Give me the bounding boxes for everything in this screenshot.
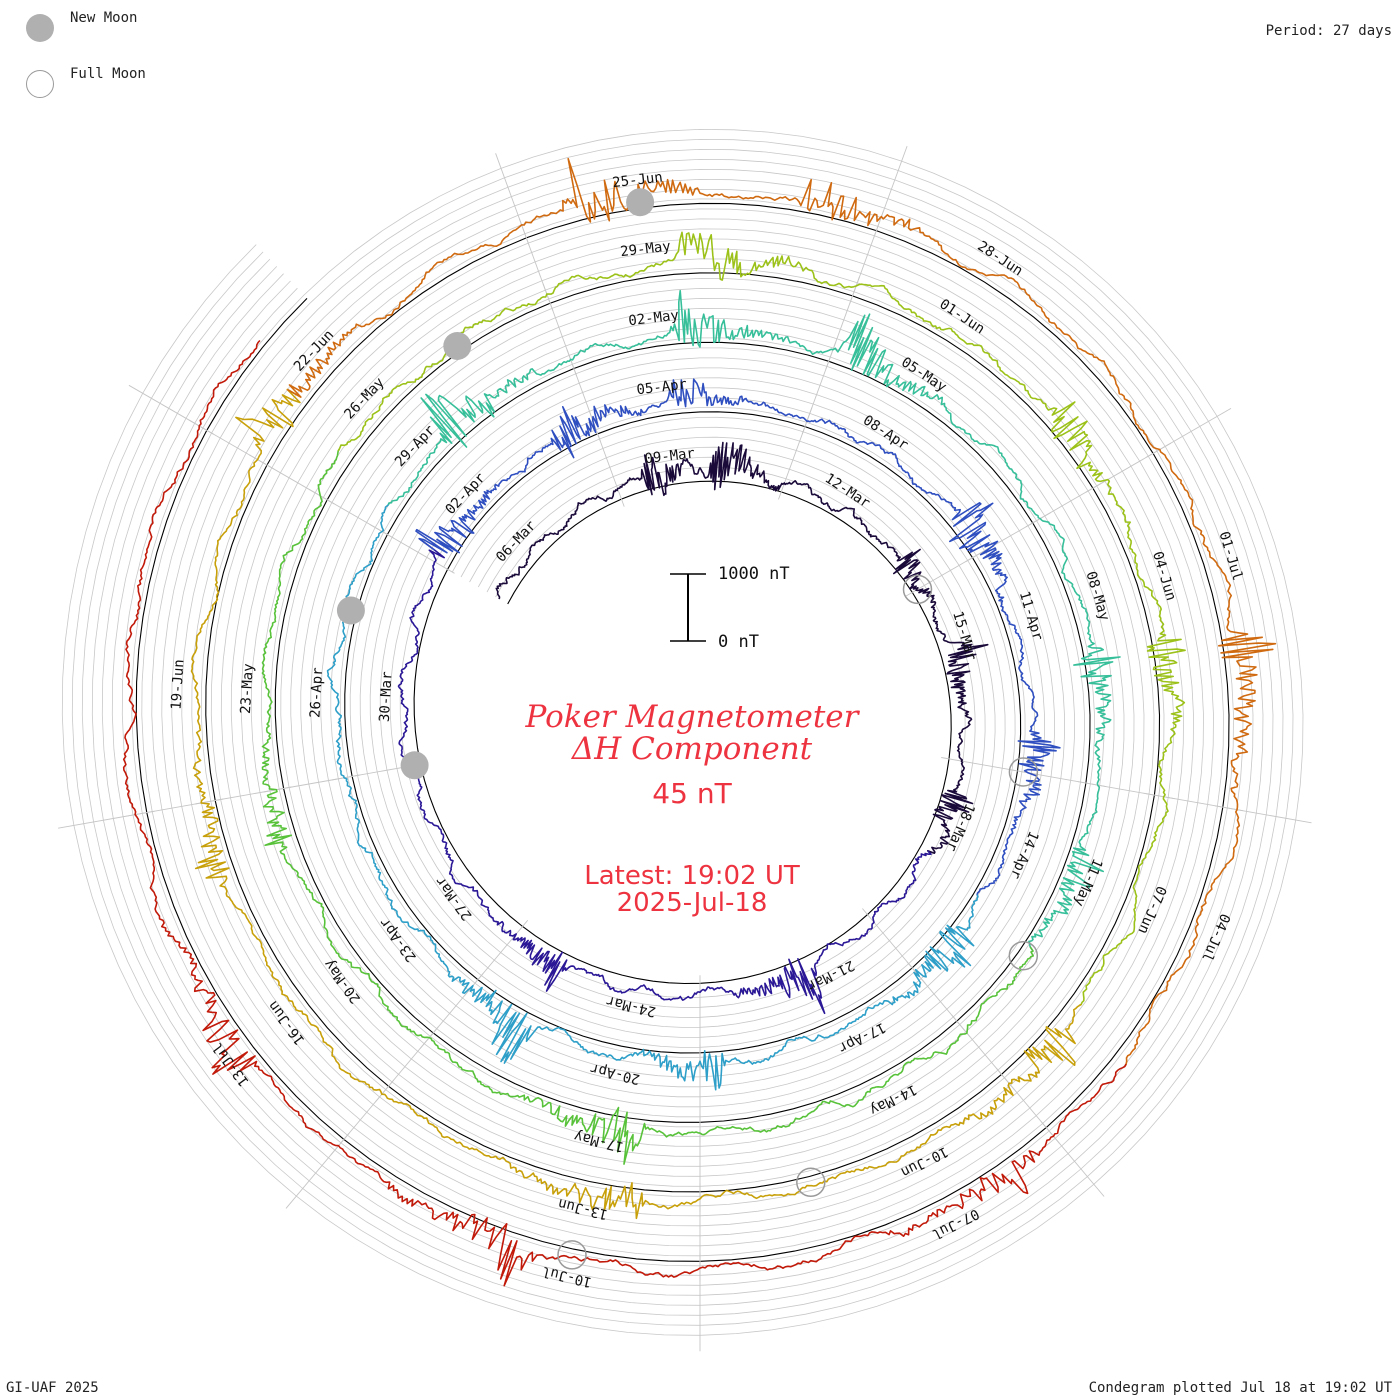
date-label: 14-May xyxy=(867,1081,919,1118)
credit-label: GI-UAF 2025 xyxy=(6,1380,99,1396)
date-label: 20-Apr xyxy=(589,1060,642,1087)
date-label: 17-Apr xyxy=(836,1019,888,1056)
date-label: 08-Apr xyxy=(860,412,911,453)
date-label: 29-May xyxy=(619,238,671,260)
full-moon-marker xyxy=(796,1167,826,1198)
full-moon-marker xyxy=(557,1240,587,1270)
date-label: 07-Jun xyxy=(1134,883,1169,936)
radial-line xyxy=(58,810,155,829)
full-moon-label: Full Moon xyxy=(70,66,146,82)
legend-new-moon: New Moon xyxy=(26,10,138,44)
baseline-spiral xyxy=(135,202,1230,1262)
title-value: 45 nT xyxy=(652,777,732,810)
date-label: 20-May xyxy=(321,956,364,1006)
trace-segment xyxy=(326,502,979,1091)
new-moon-icon xyxy=(26,14,54,42)
date-label: 12-Mar xyxy=(822,470,873,511)
date-label: 17-May xyxy=(573,1127,626,1154)
latest-date: 2025-Jul-18 xyxy=(617,888,768,918)
latest-time: Latest: 19:02 UT xyxy=(584,861,800,891)
new-moon-marker xyxy=(443,332,472,360)
new-moon-marker xyxy=(626,188,655,217)
grid-spiral-5 xyxy=(71,138,1294,1326)
date-label: 13-Jun xyxy=(557,1195,610,1222)
radial-line xyxy=(495,153,530,246)
full-moon-icon xyxy=(26,70,54,98)
grid-spiral-4 xyxy=(81,148,1284,1316)
new-moon-marker xyxy=(336,596,365,625)
scale-bar-bottom-label: 0 nT xyxy=(718,632,759,652)
date-label: 30-Mar xyxy=(377,671,396,722)
date-label: 09-Mar xyxy=(644,446,696,468)
date-label: 23-May xyxy=(238,663,257,714)
trace-segment xyxy=(286,157,1277,1067)
trace-segment xyxy=(337,231,1186,1007)
scale-bar: 1000 nT 0 nT xyxy=(670,564,790,652)
date-label: 26-Apr xyxy=(307,667,326,718)
date-label: 02-May xyxy=(628,308,680,330)
date-label: 21-Mar xyxy=(805,957,857,994)
full-moon-marker xyxy=(1008,757,1039,787)
trace-segment xyxy=(190,388,1082,1220)
trace-segment xyxy=(122,339,1127,1287)
date-label: 25-Jun xyxy=(611,169,663,191)
date-label: 16-Jun xyxy=(265,998,308,1048)
radial-line xyxy=(285,1133,350,1209)
radial-line xyxy=(873,145,908,239)
spiral-grid xyxy=(61,128,1304,1336)
chart-title: Poker Magnetometer ΔH Component 45 nT La… xyxy=(525,699,861,918)
date-label: 01-Jun xyxy=(936,296,987,337)
grid-spiral-6 xyxy=(61,128,1304,1336)
new-moon-label: New Moon xyxy=(70,10,138,26)
date-label: 14-Apr xyxy=(1007,828,1042,881)
title-line-1: Poker Magnetometer xyxy=(525,699,861,735)
trace-segment xyxy=(415,378,1061,898)
magnetometer-trace xyxy=(122,157,1277,1287)
trace-segment xyxy=(495,441,989,855)
date-label: 05-Apr xyxy=(636,377,688,399)
radial-day-lines xyxy=(58,145,1312,1352)
date-label: 04-Jul xyxy=(1198,911,1233,964)
radial-line xyxy=(1040,1121,1105,1197)
title-line-2: ΔH Component xyxy=(571,731,813,767)
full-moon-marker xyxy=(902,574,933,605)
date-label: 19-Jun xyxy=(169,659,188,710)
trace-segment xyxy=(397,537,932,1015)
date-label: 06-Mar xyxy=(493,518,539,566)
date-label: 24-Mar xyxy=(605,992,658,1019)
date-label: 10-Jun xyxy=(898,1143,950,1180)
plotted-label: Condegram plotted Jul 18 at 19:02 UT xyxy=(1088,1380,1392,1396)
legend-full-moon: Full Moon xyxy=(26,66,146,100)
grid-spiral-1 xyxy=(111,178,1254,1286)
trace-segment xyxy=(387,289,1121,952)
date-label: 10-Jul xyxy=(541,1263,594,1290)
moon-markers xyxy=(336,188,1039,1270)
scale-bar-top-label: 1000 nT xyxy=(718,564,790,584)
radial-line xyxy=(1214,805,1312,824)
full-moon-marker xyxy=(1008,940,1039,971)
new-moon-marker xyxy=(400,751,429,780)
period-label: Period: 27 days xyxy=(1265,23,1392,39)
trace-segment xyxy=(261,448,1034,1165)
date-label: 23-Apr xyxy=(377,915,420,965)
grid-spiral-3 xyxy=(91,158,1274,1306)
